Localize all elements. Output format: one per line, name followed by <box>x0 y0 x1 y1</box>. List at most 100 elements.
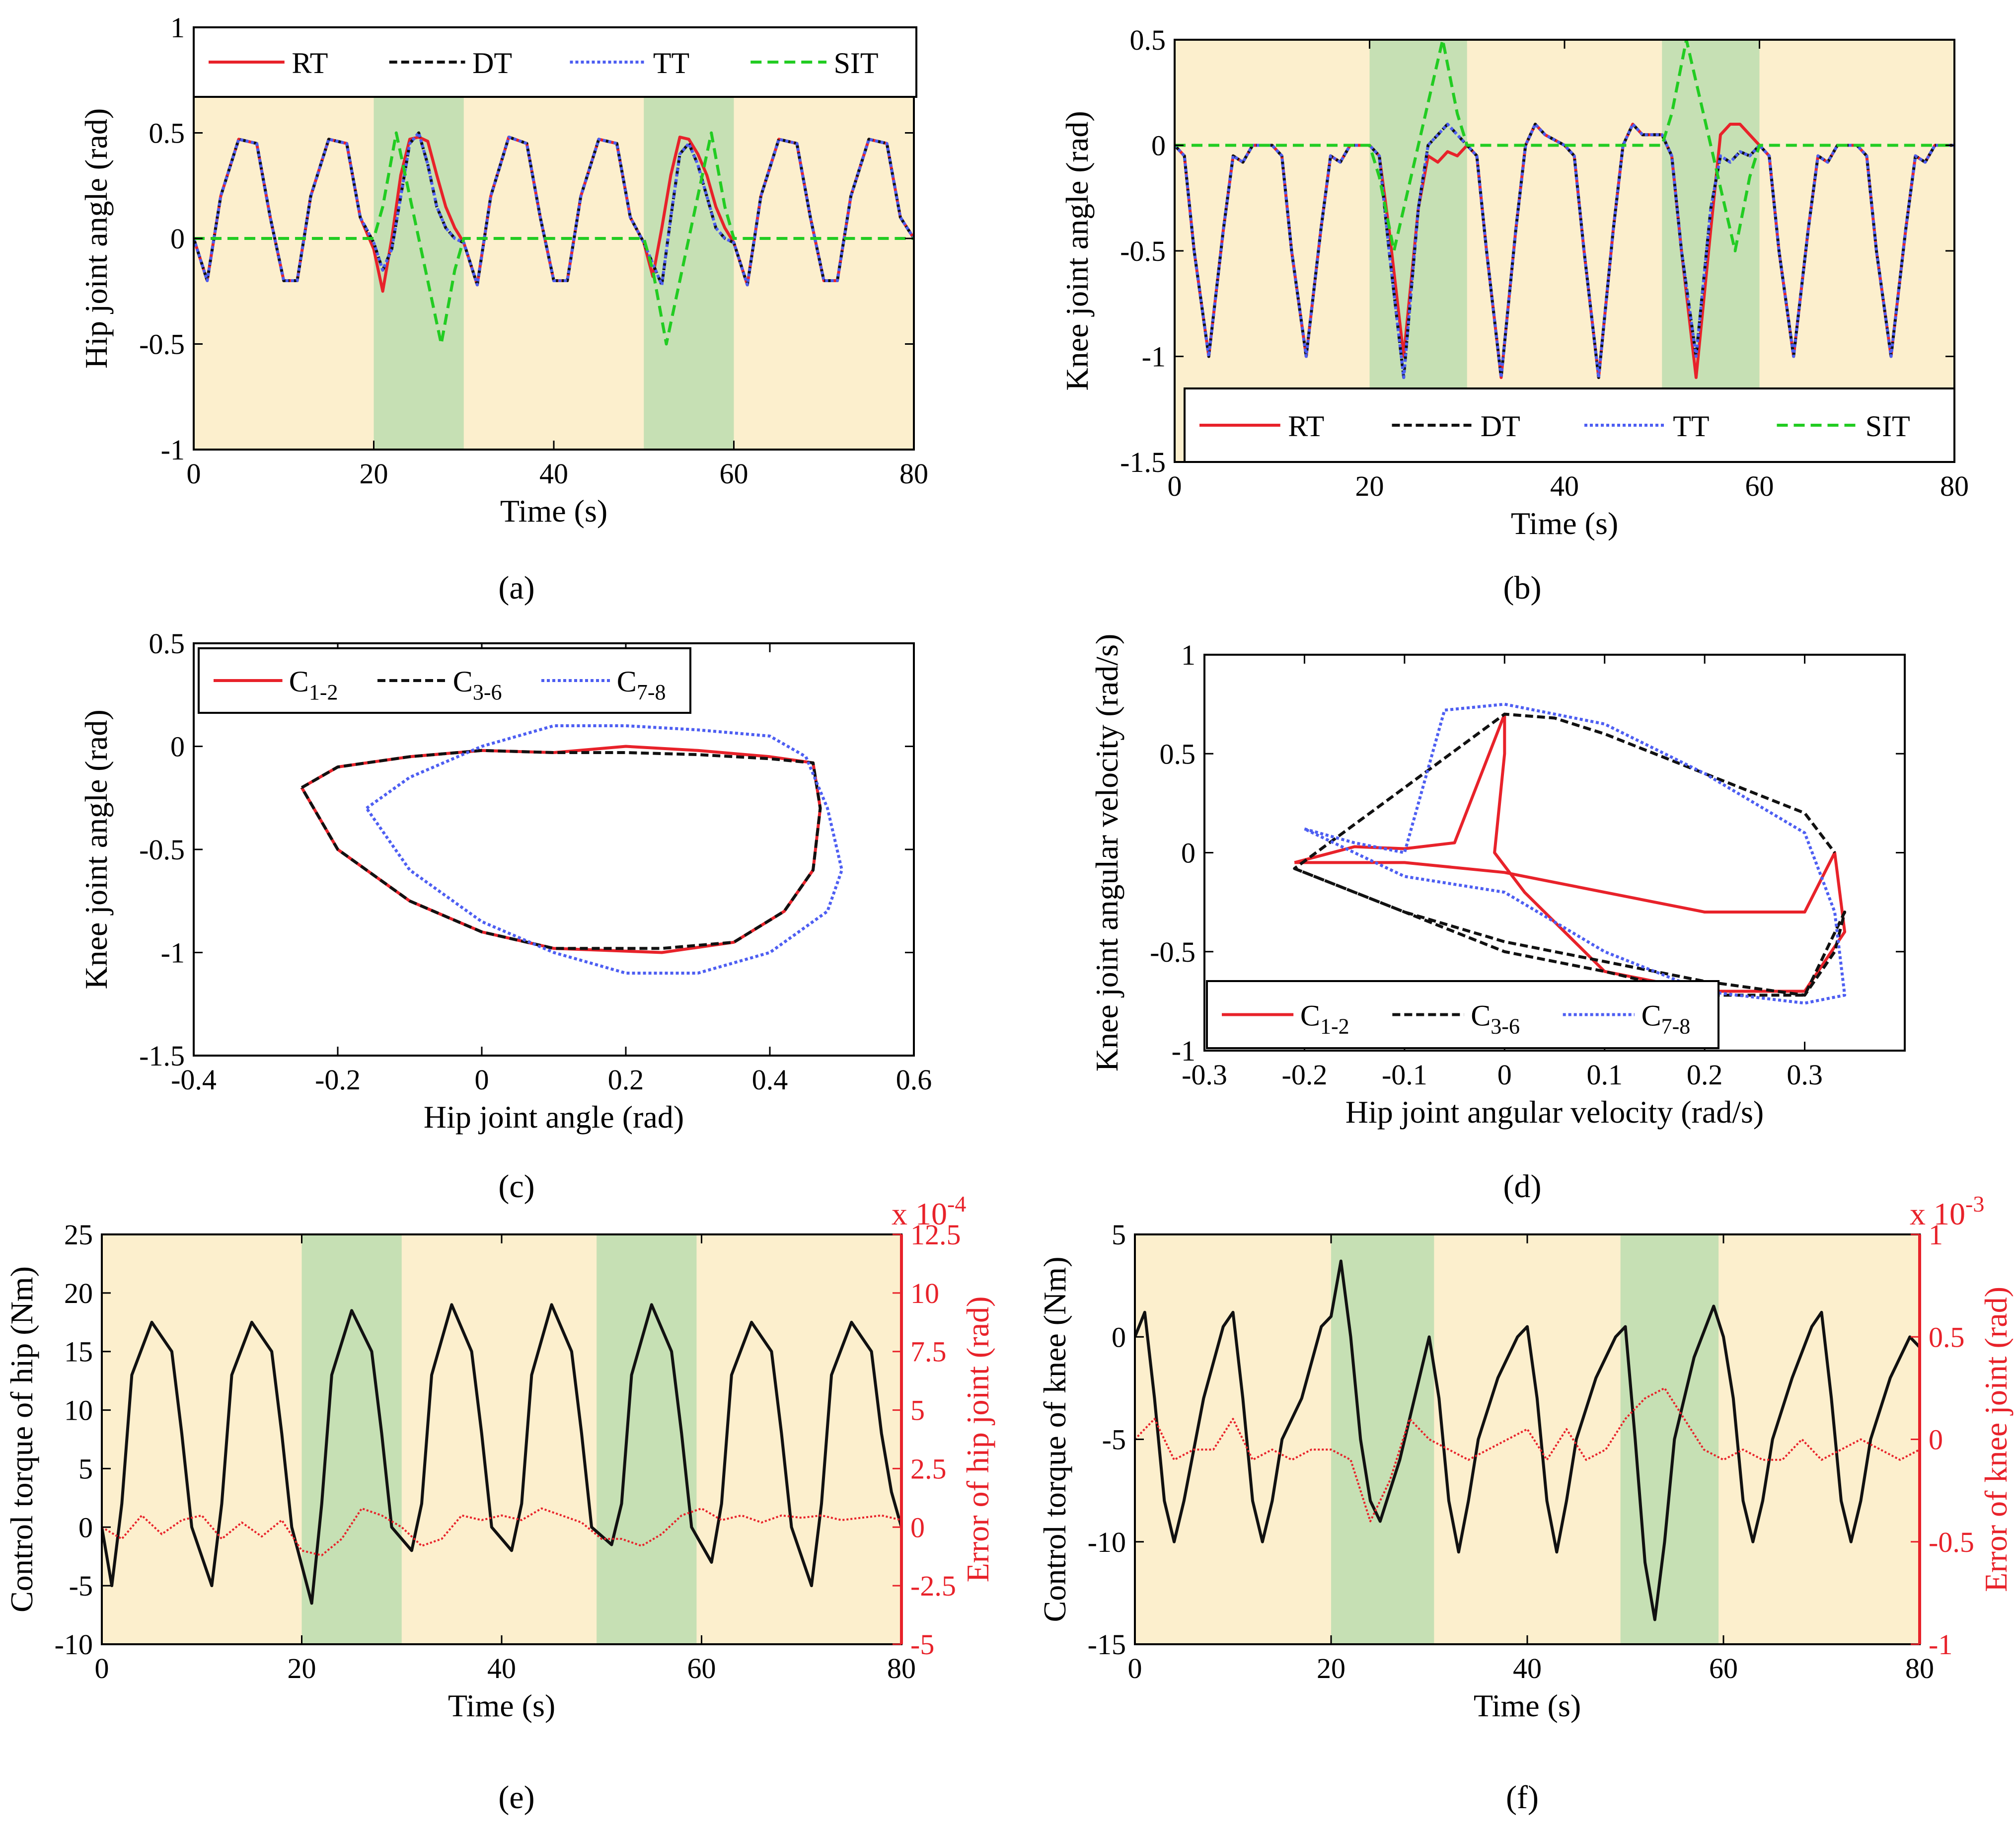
right-tick-label: 7.5 <box>910 1336 947 1368</box>
legend-label-3: SIT <box>834 47 879 79</box>
x-tick-label: 0.2 <box>608 1064 644 1096</box>
panel-label: (d) <box>1503 1168 1542 1205</box>
legend-label-1: DT <box>1481 410 1520 443</box>
legend-label-2: C7-8 <box>617 665 666 704</box>
green-band-1 <box>1331 1234 1434 1644</box>
y-axis-label: Hip joint angle (rad) <box>78 108 114 369</box>
panel-f: 0 20 40 60 80 -15 -10 -5 0 5 -1 -0.5 0 0.5 1x 10-3 Erro… <box>1037 1191 2014 1816</box>
y-tick-label: 0.5 <box>149 117 185 150</box>
y-tick-label: 0 <box>1112 1321 1126 1353</box>
y-tick-label: -10 <box>1088 1526 1126 1558</box>
y-tick-label: -0.5 <box>139 834 185 866</box>
x-tick-label: 60 <box>720 458 748 490</box>
exponent-label: x 10-4 <box>892 1191 966 1231</box>
panel-d: -0.3 -0.2 -0.1 0 0.1 0.2 0.3 -1 -0.5 0 0.5 1 Hip joi… <box>1089 634 1906 1205</box>
series-group <box>300 724 843 975</box>
panel-label: (b) <box>1503 570 1542 606</box>
x-tick-label: 0.2 <box>1687 1059 1723 1091</box>
series-c3-6 <box>300 749 822 950</box>
y-tick-label: -0.5 <box>1150 936 1195 968</box>
y-tick-label: 20 <box>64 1277 93 1309</box>
y-tick-label: 0 <box>78 1511 93 1543</box>
series-c7-8 <box>365 724 843 975</box>
legend-label-1: C3-6 <box>1471 999 1520 1039</box>
panel-label: (e) <box>498 1779 534 1816</box>
right-tick-label: 0.5 <box>1929 1321 1965 1353</box>
x-tick-label: 0.4 <box>752 1064 788 1096</box>
x-axis-label: Time (s) <box>448 1688 555 1723</box>
x-tick-label: 40 <box>487 1652 516 1684</box>
x-tick-label: 0 <box>95 1652 109 1684</box>
y-tick-label: 0 <box>1151 130 1166 162</box>
x-tick-label: 0 <box>187 458 201 490</box>
legend-label-1: C3-6 <box>453 665 502 704</box>
x-tick-label: 60 <box>687 1652 716 1684</box>
y-axis-label: Knee joint angular velocity (rad/s) <box>1089 634 1124 1071</box>
y-axis-label: Knee joint angle (rad) <box>78 709 114 989</box>
y-tick-label: 0 <box>1181 837 1195 869</box>
series-group <box>194 131 914 346</box>
series-control-torque <box>1135 1259 1920 1621</box>
y-tick-label: -10 <box>55 1628 93 1661</box>
legend-label-0: RT <box>1288 410 1324 443</box>
y-tick-label: -0.5 <box>1120 235 1166 267</box>
x-tick-label: 80 <box>1940 470 1969 502</box>
panel-a: 0 20 40 60 80 -1 -0.5 0 0.5 1 Time (s) Hip joint an… <box>78 11 928 606</box>
x-tick-label: 80 <box>899 458 928 490</box>
y-tick-label: 10 <box>64 1394 93 1427</box>
series-tt <box>1175 123 1954 379</box>
y-tick-label: 5 <box>1112 1219 1126 1251</box>
right-tick-label: 10 <box>910 1277 939 1309</box>
background-band <box>1135 1234 1920 1644</box>
x-tick-label: 80 <box>887 1652 916 1684</box>
series-tt <box>194 131 914 287</box>
panel-c: -0.4 -0.2 0 0.2 0.4 0.6 -1.5 -1 -0.5 0 0.5 Hip join… <box>78 627 932 1205</box>
x-axis-label: Time (s) <box>500 493 607 529</box>
x-tick-label: 40 <box>1513 1652 1542 1684</box>
y-tick-label: -1 <box>1142 341 1166 373</box>
green-band-2 <box>1620 1234 1719 1644</box>
panel-e: 0 20 40 60 80 -10 -5 0 5 10 15 20 25 -5 -2.5 0 2.5 5 7.5 10… <box>4 1191 995 1816</box>
x-tick-label: 0.1 <box>1586 1059 1623 1091</box>
right-tick-label: 0 <box>1929 1424 1943 1456</box>
y-tick-label: -1.5 <box>1120 446 1166 478</box>
x-axis-label: Time (s) <box>1511 506 1618 541</box>
right-tick-label: 5 <box>910 1394 925 1427</box>
background-band <box>102 1234 901 1644</box>
x-tick-label: 60 <box>1745 470 1774 502</box>
x-tick-label: 40 <box>1550 470 1579 502</box>
y-tick-label: 0 <box>170 731 185 763</box>
series-group <box>102 1303 901 1605</box>
y-axis-label: Control torque of hip (Nm) <box>4 1266 39 1612</box>
series-error <box>102 1507 901 1556</box>
right-tick-label: -1 <box>1929 1628 1952 1661</box>
legend-label-3: SIT <box>1866 410 1910 443</box>
right-axis-label: Error of hip joint (rad) <box>960 1297 995 1583</box>
y-tick-label: -1 <box>1172 1035 1195 1067</box>
legend: C1-2 C3-6 C7-8 <box>1206 980 1719 1049</box>
panel-label: (f) <box>1506 1779 1539 1816</box>
legend-label-2: TT <box>653 47 689 79</box>
legend: C1-2 C3-6 C7-8 <box>198 647 691 714</box>
x-tick-label: 0 <box>1128 1652 1142 1684</box>
x-tick-label: 60 <box>1709 1652 1738 1684</box>
green-band-1 <box>301 1234 402 1644</box>
x-tick-label: 20 <box>1317 1652 1345 1684</box>
right-tick-label: -0.5 <box>1929 1526 1974 1558</box>
series-group <box>1175 40 1954 379</box>
y-axis-label: Knee joint angle (rad) <box>1059 111 1095 390</box>
series-error <box>1135 1387 1920 1523</box>
y-tick-label: -1 <box>161 937 185 969</box>
y-tick-label: 15 <box>64 1336 93 1368</box>
legend-label-0: C1-2 <box>289 665 338 704</box>
x-tick-label: 0.3 <box>1787 1059 1823 1091</box>
y-tick-label: -5 <box>1102 1424 1126 1456</box>
x-tick-label: 0 <box>1497 1059 1512 1091</box>
x-tick-label: 20 <box>1355 470 1384 502</box>
right-tick-label: 1 <box>1929 1219 1943 1251</box>
green-band-2 <box>597 1234 697 1644</box>
legend-label-0: C1-2 <box>1300 999 1349 1039</box>
x-tick-label: 80 <box>1905 1652 1934 1684</box>
y-tick-label: 0.5 <box>149 627 185 660</box>
